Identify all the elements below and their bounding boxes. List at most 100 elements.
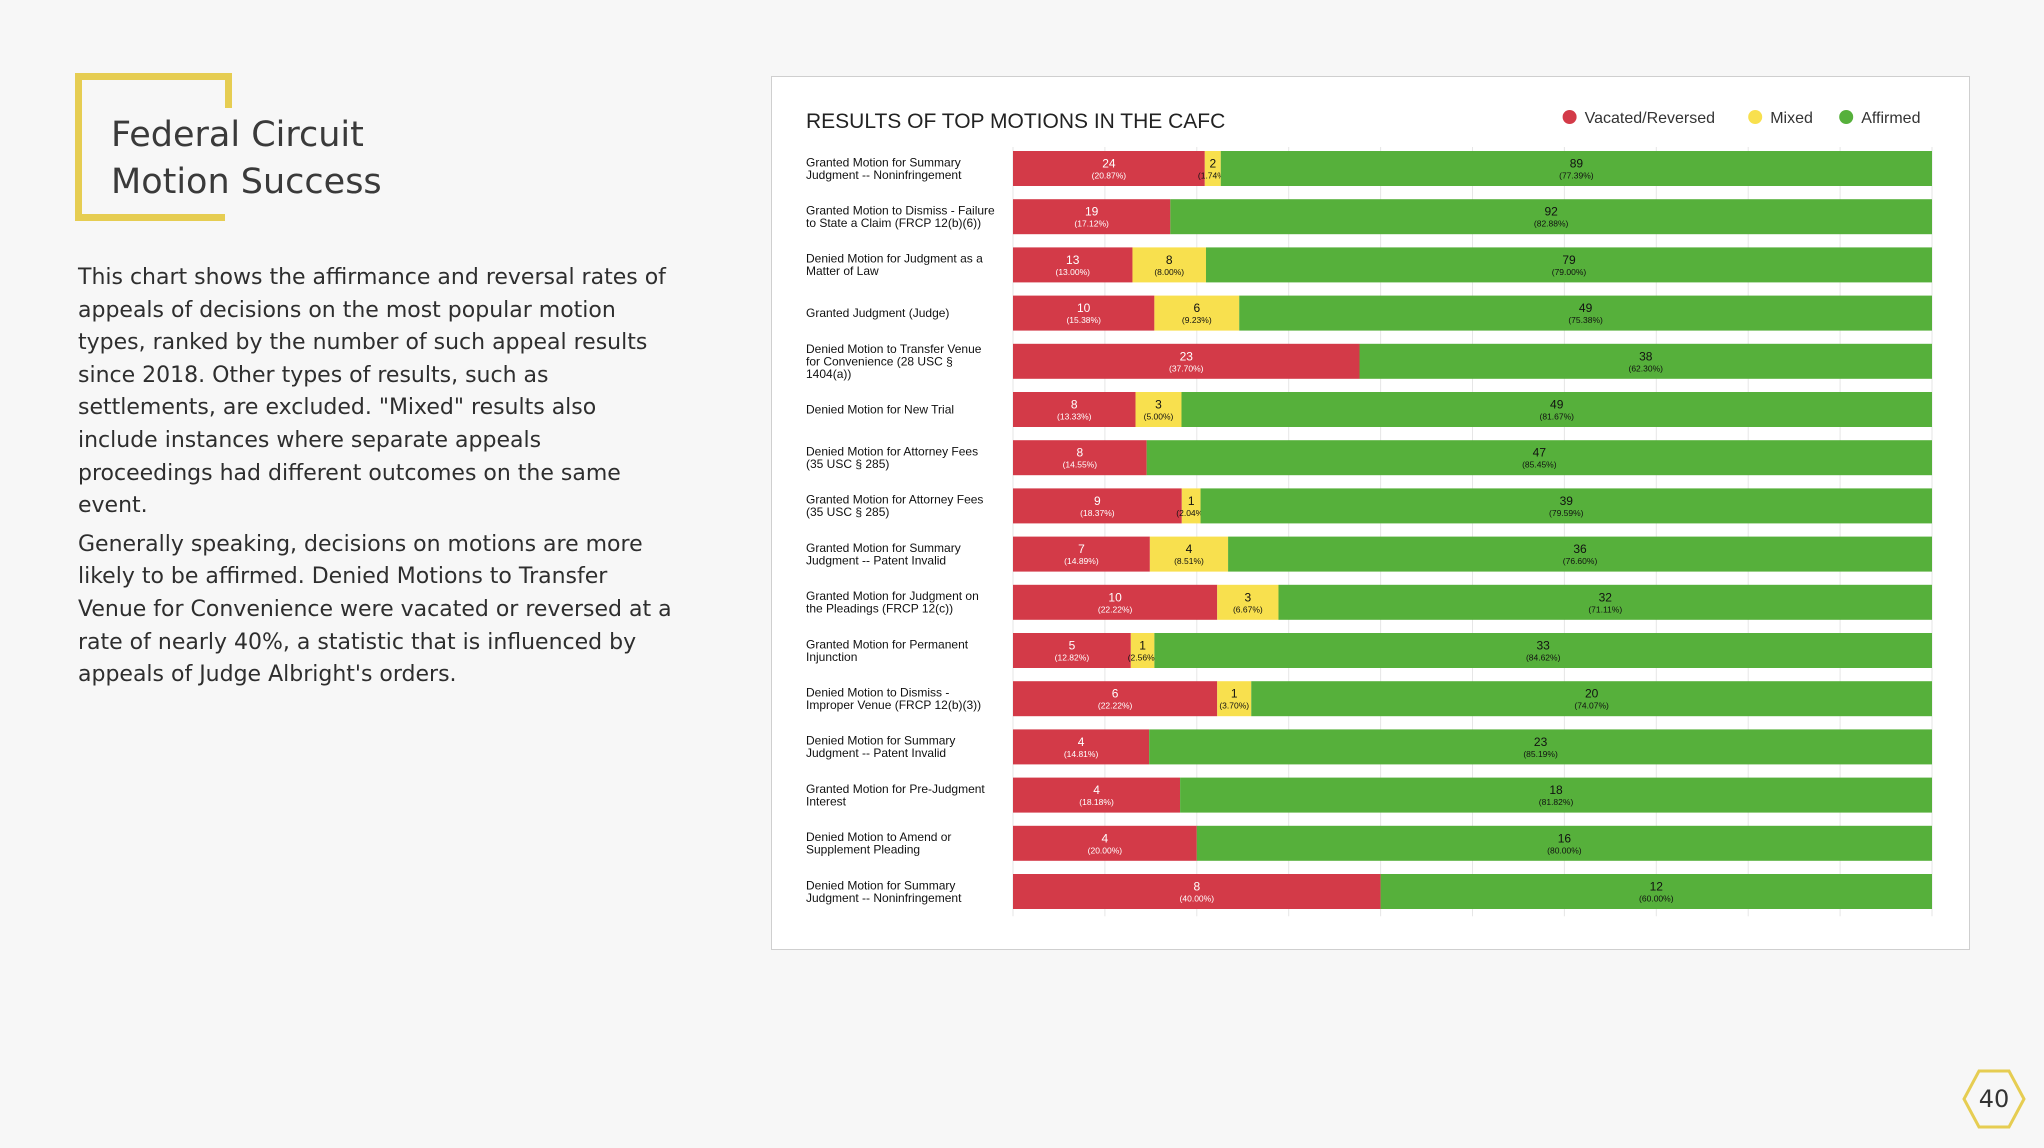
data-label-count: 1 [1139, 639, 1146, 653]
category-label: Denied Motion for Attorney Fees (35 USC §… [806, 444, 978, 471]
data-label-count: 33 [1537, 639, 1551, 653]
category-label: Granted Motion for Attorney Fees (35 USC … [806, 493, 983, 520]
data-label-percent: (13.33%) [1057, 412, 1092, 422]
page-number: 40 [1978, 1085, 2010, 1113]
data-label-count: 32 [1599, 590, 1613, 604]
data-label-count: 13 [1066, 253, 1080, 267]
data-label-count: 39 [1560, 494, 1574, 508]
category-label: Denied Motion to Transfer Venue for Conve… [806, 342, 982, 381]
data-label-count: 4 [1186, 542, 1193, 556]
data-label-percent: (40.00%) [1180, 894, 1215, 904]
data-label-percent: (79.59%) [1549, 508, 1584, 518]
bar-affirmed [1205, 247, 1932, 283]
bar-affirmed [1278, 584, 1932, 620]
data-label-count: 4 [1102, 831, 1109, 845]
data-label-count: 9 [1094, 494, 1101, 508]
chart-title: RESULTS OF TOP MOTIONS IN THE CAFC [806, 110, 1225, 133]
category-label: Granted Motion for Summary Judgment -- Pa… [806, 541, 961, 568]
title-accent-frame [75, 73, 232, 221]
category-label: Denied Motion to Amend or Supplement Plea… [806, 830, 951, 857]
data-label-percent: (79.00%) [1552, 267, 1587, 277]
bar-affirmed [1220, 151, 1932, 186]
data-label-count: 79 [1562, 253, 1576, 267]
data-label-percent: (82.88%) [1534, 219, 1569, 229]
bar-affirmed [1200, 488, 1932, 524]
bar-affirmed [1181, 392, 1932, 427]
description-paragraph-2: Generally speaking, decisions on motions… [78, 531, 672, 688]
data-label-percent: (77.39%) [1559, 171, 1594, 181]
data-label-count: 23 [1534, 735, 1548, 749]
data-label-count: 89 [1570, 157, 1584, 171]
data-label-percent: (18.37%) [1080, 508, 1115, 518]
data-label-percent: (20.00%) [1088, 845, 1123, 855]
bar-affirmed [1149, 729, 1932, 765]
category-label: Granted Motion for Judgment on the Pleadi… [806, 589, 979, 616]
data-label-percent: (76.60%) [1563, 556, 1598, 566]
category-label: Denied Motion for Judgment as a Matter of… [806, 252, 983, 279]
data-label-percent: (14.55%) [1063, 460, 1098, 470]
bar-affirmed [1170, 199, 1932, 235]
bar-mixed [1154, 295, 1240, 331]
data-label-count: 4 [1078, 735, 1085, 749]
bar-mixed [1132, 247, 1206, 283]
data-label-percent: (13.00%) [1055, 267, 1090, 277]
category-label: Granted Motion for Summary Judgment -- No… [806, 155, 962, 182]
data-label-count: 6 [1112, 687, 1119, 701]
bar-affirmed [1180, 777, 1932, 813]
category-label: Granted Motion for Pre-Judgment Interest [806, 782, 985, 809]
data-label-count: 8 [1166, 253, 1173, 267]
category-label: Granted Motion to Dismiss - Failure to St… [806, 203, 995, 230]
data-label-percent: (17.12%) [1074, 219, 1109, 229]
description: This chart shows the affirmance and reve… [78, 262, 678, 698]
bar-vacated-reversed [1013, 874, 1381, 909]
data-label-percent: (8.00%) [1154, 267, 1184, 277]
bar-vacated-reversed [1013, 825, 1197, 861]
category-label: Denied Motion for Summary Judgment -- Non… [806, 878, 962, 905]
data-label-percent: (9.23%) [1182, 315, 1212, 325]
data-label-count: 47 [1533, 446, 1547, 460]
legend-label-1: Vacated/Reversed [1585, 110, 1715, 127]
data-label-percent: (37.70%) [1169, 363, 1204, 373]
bar-vacated-reversed [1013, 681, 1218, 717]
bar-mixed [1135, 392, 1182, 427]
data-label-percent: (22.22%) [1098, 604, 1133, 614]
data-label-percent: (84.62%) [1526, 653, 1561, 663]
stacked-bar-chart: RESULTS OF TOP MOTIONS IN THE CAFC Vacate… [806, 110, 1933, 917]
data-label-count: 18 [1549, 783, 1563, 797]
bar-mixed [1217, 584, 1279, 620]
data-label-count: 16 [1558, 831, 1572, 845]
data-label-percent: (74.07%) [1574, 701, 1609, 711]
data-label-count: 49 [1550, 398, 1564, 412]
data-label-percent: (2.04%) [1176, 508, 1206, 518]
data-label-percent: (14.89%) [1064, 556, 1099, 566]
bar-affirmed [1146, 440, 1932, 476]
data-label-percent: (6.67%) [1233, 604, 1263, 614]
bar-affirmed [1359, 343, 1932, 379]
data-label-count: 7 [1078, 542, 1085, 556]
legend-marker-3 [1839, 110, 1854, 124]
bar-mixed [1149, 536, 1229, 572]
data-label-count: 10 [1108, 590, 1122, 604]
slide-title: Federal Circuit Motion Success [111, 115, 382, 202]
data-label-count: 24 [1102, 157, 1116, 171]
data-label-count: 36 [1573, 542, 1587, 556]
bar-mixed [1217, 681, 1252, 717]
category-label: Denied Motion for Summary Judgment -- Pat… [806, 734, 955, 761]
data-label-percent: (71.11%) [1588, 604, 1622, 614]
bar-vacated-reversed [1013, 584, 1218, 620]
bar-vacated-reversed [1013, 633, 1131, 668]
data-label-percent: (20.87%) [1092, 171, 1127, 181]
data-label-count: 8 [1076, 446, 1083, 460]
bar-vacated-reversed [1013, 151, 1205, 186]
data-label-count: 10 [1077, 301, 1091, 315]
data-label-percent: (85.19%) [1523, 749, 1558, 759]
data-label-percent: (5.00%) [1144, 412, 1174, 422]
bar-affirmed [1251, 681, 1932, 717]
data-label-count: 3 [1155, 398, 1162, 412]
data-label-percent: (15.38%) [1066, 315, 1101, 325]
bar-vacated-reversed [1013, 295, 1155, 331]
bar-affirmed [1196, 825, 1932, 861]
data-label-count: 92 [1544, 205, 1558, 219]
data-label-count: 4 [1093, 783, 1100, 797]
bar-vacated-reversed [1013, 536, 1150, 572]
